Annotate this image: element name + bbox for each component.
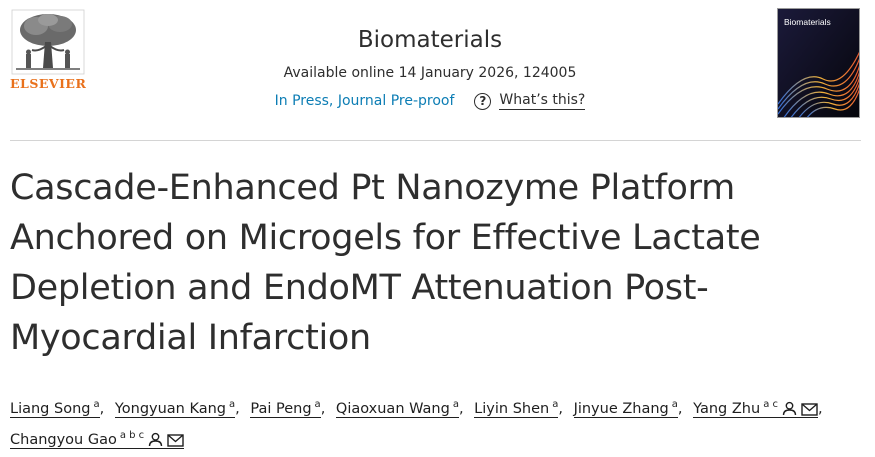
in-press-link[interactable]: In Press, Journal Pre-proof (274, 93, 455, 109)
whats-this-button[interactable]: What’s this? (499, 92, 586, 110)
author-item: Pai Peng a, (250, 399, 331, 418)
author-name: Changyou Gao (10, 432, 117, 448)
affiliation-marker: a (552, 399, 559, 411)
affiliation-marker: a b c (119, 430, 145, 442)
author-separator: , (558, 401, 563, 417)
author-link[interactable]: Yang Zhu a c (693, 399, 818, 418)
person-icon (148, 429, 163, 457)
mail-icon (167, 429, 184, 457)
person-icon (782, 398, 797, 426)
author-link[interactable]: Yongyuan Kang a (114, 399, 236, 418)
question-circle-icon[interactable]: ? (474, 92, 492, 110)
author-link[interactable]: Liyin Shen a (474, 399, 559, 418)
cover-title: Biomaterials (784, 17, 831, 27)
author-name: Liang Song (10, 401, 91, 417)
author-link[interactable]: Liang Song a (10, 399, 100, 418)
author-item: Changyou Gao a b c (10, 430, 190, 449)
author-link[interactable]: Changyou Gao a b c (10, 430, 185, 449)
availability-text: Available online 14 January 2026, 124005 (283, 65, 577, 81)
author-link[interactable]: Jinyue Zhang a (573, 399, 678, 418)
journal-cover-image[interactable]: Biomaterials (777, 8, 860, 118)
affiliation-marker: a c (763, 399, 778, 411)
author-name: Pai Peng (250, 401, 312, 417)
author-item: Yongyuan Kang a, (114, 399, 246, 418)
author-separator: , (99, 401, 105, 417)
author-separator: , (677, 401, 683, 417)
author-link[interactable]: Pai Peng a (250, 399, 321, 418)
author-item: Jinyue Zhang a, (573, 399, 689, 418)
header-divider (10, 140, 861, 141)
author-link[interactable]: Qiaoxuan Wang a (335, 399, 459, 418)
author-name: Liyin Shen (474, 401, 550, 417)
journal-title-link[interactable]: Biomaterials (357, 27, 503, 53)
author-separator: , (818, 401, 823, 417)
author-item: Yang Zhu a c, (693, 399, 828, 418)
author-separator: , (320, 401, 326, 417)
affiliation-marker: a (314, 399, 321, 411)
author-separator: , (235, 401, 240, 417)
author-name: Jinyue Zhang (573, 401, 669, 417)
affiliation-marker: a (452, 399, 459, 411)
author-item: Liyin Shen a, (474, 399, 569, 418)
author-item: Qiaoxuan Wang a, (335, 399, 470, 418)
status-row: In Press, Journal Pre-proof ? What’s thi… (170, 91, 690, 111)
publisher-name: ELSEVIER (10, 76, 87, 91)
affiliation-marker: a (671, 399, 678, 411)
elsevier-tree-icon (11, 9, 85, 75)
mail-icon (801, 398, 818, 426)
elsevier-logo[interactable] (10, 8, 86, 94)
author-name: Yang Zhu (693, 401, 761, 417)
cover-art-icon (778, 9, 859, 117)
article-title: Cascade-Enhanced Pt Nanozyme Platform An… (10, 168, 761, 358)
author-name: Qiaoxuan Wang (335, 401, 450, 417)
journal-info: Biomaterials Available online 14 January… (170, 26, 690, 111)
author-item: Liang Song a, (10, 399, 110, 418)
author-list: Liang Song a, Yongyuan Kang a, Pai Peng a, … (10, 395, 860, 457)
author-name: Yongyuan Kang (114, 401, 227, 417)
author-separator: , (458, 401, 464, 417)
affiliation-marker: a (93, 399, 100, 411)
affiliation-marker: a (229, 399, 236, 411)
